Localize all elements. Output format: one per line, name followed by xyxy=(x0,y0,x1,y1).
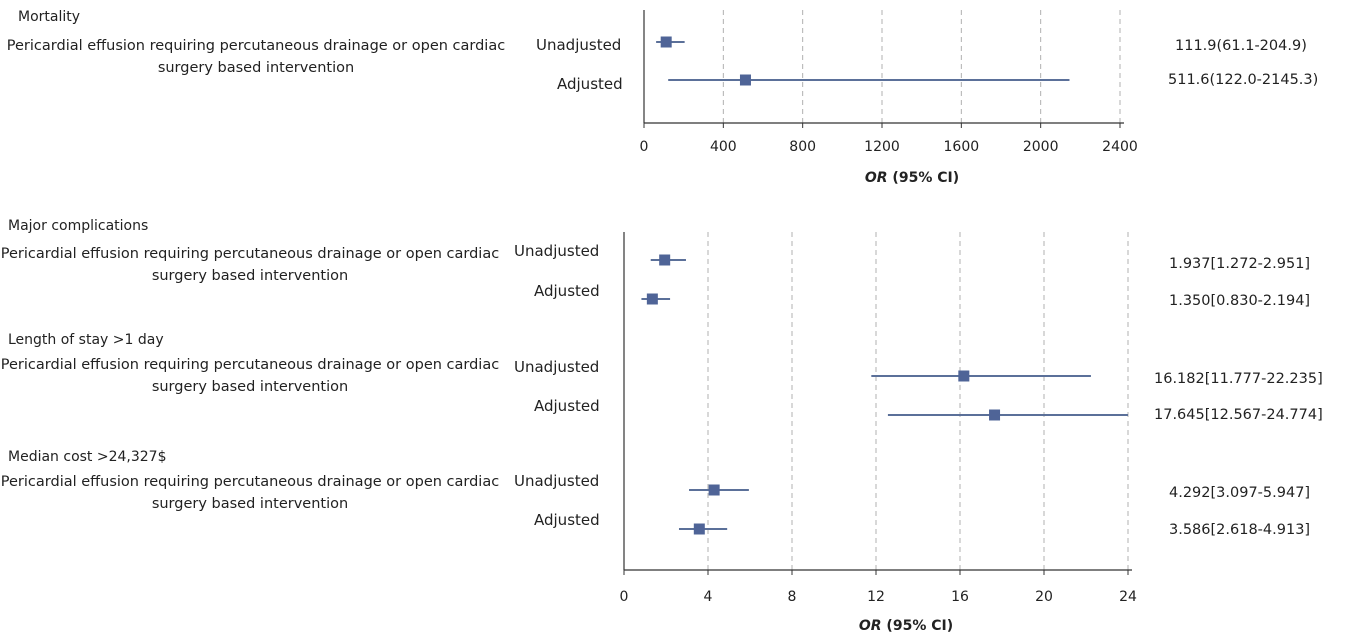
x-tick-label-1-4: 16 xyxy=(951,589,969,605)
x-axis-title-0: OR (95% CI) xyxy=(865,170,959,186)
group-description-length-of-stay: Pericardial effusion requiring percutane… xyxy=(0,357,500,395)
group-description-major-complications: Pericardial effusion requiring percutane… xyxy=(0,246,500,284)
group-title-length-of-stay: Length of stay >1 day xyxy=(8,332,164,348)
ci-text-mortality-unadjusted: 111.9(61.1-204.9) xyxy=(1175,38,1307,54)
x-tick-label-1-5: 20 xyxy=(1035,589,1053,605)
point-estimate-length-of-stay-unadjusted xyxy=(958,370,970,382)
x-tick-label-0-4: 1600 xyxy=(944,139,980,155)
x-tick-label-1-0: 0 xyxy=(620,589,629,605)
group-title-major-complications: Major complications xyxy=(8,218,149,234)
ci-text-major-complications-adjusted: 1.350[0.830-2.194] xyxy=(1169,293,1311,309)
x-tick-label-1-2: 8 xyxy=(788,589,797,605)
x-tick-label-1-1: 4 xyxy=(704,589,713,605)
point-estimate-mortality-unadjusted xyxy=(660,36,672,48)
point-estimate-major-complications-adjusted xyxy=(646,293,658,305)
ci-text-length-of-stay-adjusted: 17.645[12.567-24.774] xyxy=(1154,407,1323,423)
point-estimate-median-cost-adjusted xyxy=(693,523,705,535)
row-label-length-of-stay-adjusted: Adjusted xyxy=(534,397,600,415)
point-estimate-major-complications-unadjusted xyxy=(659,254,671,266)
row-label-major-complications-adjusted: Adjusted xyxy=(534,282,600,300)
x-tick-label-0-1: 400 xyxy=(710,139,737,155)
ci-text-median-cost-adjusted: 3.586[2.618-4.913] xyxy=(1169,522,1311,538)
x-tick-label-0-5: 2000 xyxy=(1023,139,1059,155)
x-tick-label-0-3: 1200 xyxy=(864,139,900,155)
row-label-major-complications-unadjusted: Unadjusted xyxy=(514,242,600,260)
group-description-median-cost: Pericardial effusion requiring percutane… xyxy=(0,474,500,512)
group-title-median-cost: Median cost >24,327$ xyxy=(8,449,167,465)
ci-text-major-complications-unadjusted: 1.937[1.272-2.951] xyxy=(1169,256,1311,272)
x-tick-label-1-3: 12 xyxy=(867,589,885,605)
ci-text-mortality-adjusted: 511.6(122.0-2145.3) xyxy=(1168,72,1319,88)
point-estimate-length-of-stay-adjusted xyxy=(989,409,1001,421)
ci-text-median-cost-unadjusted: 4.292[3.097-5.947] xyxy=(1169,485,1311,501)
point-estimate-mortality-adjusted xyxy=(739,74,751,86)
x-tick-label-0-6: 2400 xyxy=(1102,139,1138,155)
row-label-mortality-unadjusted: Unadjusted xyxy=(536,36,622,54)
row-label-median-cost-unadjusted: Unadjusted xyxy=(514,472,600,490)
row-label-median-cost-adjusted: Adjusted xyxy=(534,511,600,529)
x-axis-title-1: OR (95% CI) xyxy=(859,618,953,634)
x-tick-label-0-0: 0 xyxy=(640,139,649,155)
row-label-length-of-stay-unadjusted: Unadjusted xyxy=(514,358,600,376)
row-label-mortality-adjusted: Adjusted xyxy=(557,75,623,93)
point-estimate-median-cost-unadjusted xyxy=(708,484,720,496)
group-title-mortality: Mortality xyxy=(18,9,81,25)
x-tick-label-1-6: 24 xyxy=(1119,589,1137,605)
ci-text-length-of-stay-unadjusted: 16.182[11.777-22.235] xyxy=(1154,371,1323,387)
group-description-mortality: Pericardial effusion requiring percutane… xyxy=(6,38,506,76)
x-tick-label-0-2: 800 xyxy=(789,139,816,155)
